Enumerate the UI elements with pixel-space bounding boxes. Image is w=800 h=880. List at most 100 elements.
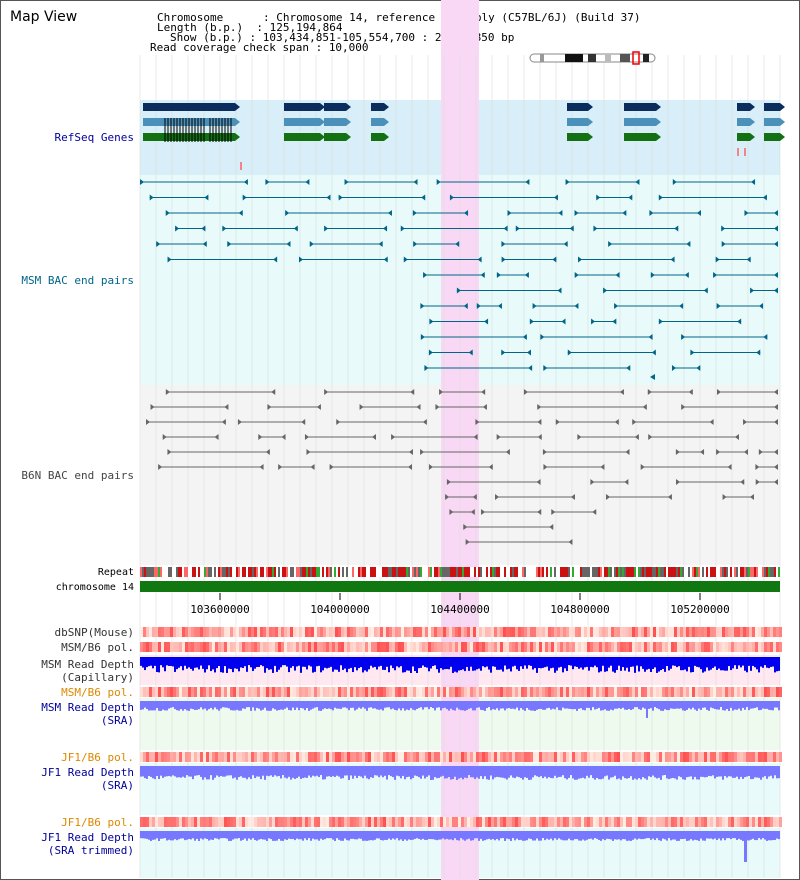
heat-cell bbox=[407, 642, 410, 652]
heat-cell bbox=[728, 642, 731, 652]
heat-cell bbox=[419, 817, 422, 827]
repeat-block bbox=[444, 567, 446, 577]
repeat-block bbox=[334, 567, 336, 577]
depth-bar bbox=[218, 766, 220, 777]
heat-cell bbox=[653, 642, 656, 652]
repeat-block bbox=[286, 567, 288, 577]
heat-cell bbox=[710, 642, 713, 652]
heat-cell bbox=[728, 627, 731, 637]
heat-cell bbox=[527, 642, 530, 652]
heat-cell bbox=[602, 817, 605, 827]
depth-bar bbox=[538, 701, 540, 709]
msm-bac-pair-end bbox=[524, 272, 529, 278]
depth-bar bbox=[274, 831, 276, 841]
heat-cell bbox=[410, 642, 413, 652]
depth-bar bbox=[274, 701, 276, 710]
heat-cell bbox=[776, 752, 779, 762]
heat-cell bbox=[509, 817, 512, 827]
heat-cell bbox=[305, 817, 308, 827]
depth-bar bbox=[404, 831, 406, 840]
depth-bar bbox=[148, 657, 150, 667]
b6n-bac-pair-end bbox=[774, 389, 778, 395]
b6n-bac-pair-end bbox=[722, 494, 727, 500]
heat-cell bbox=[671, 817, 674, 827]
heat-cell bbox=[686, 752, 689, 762]
msm-bac-pair-end bbox=[658, 318, 663, 325]
depth-bar bbox=[280, 766, 282, 779]
depth-bar bbox=[212, 831, 214, 840]
heat-cell bbox=[386, 687, 389, 697]
heat-cell bbox=[530, 752, 533, 762]
depth-bar bbox=[620, 831, 622, 841]
depth-bar bbox=[476, 766, 478, 778]
depth-bar bbox=[360, 766, 362, 777]
heat-cell bbox=[263, 752, 266, 762]
heat-cell bbox=[452, 642, 455, 652]
heat-cell bbox=[719, 752, 722, 762]
depth-bar bbox=[312, 657, 314, 673]
depth-bar bbox=[434, 766, 436, 778]
msm-bac-pair-end bbox=[557, 287, 562, 294]
heat-cell bbox=[209, 642, 212, 652]
heat-cell bbox=[281, 627, 284, 637]
depth-bar bbox=[282, 831, 284, 841]
heat-cell bbox=[713, 687, 716, 697]
heat-cell bbox=[299, 687, 302, 697]
heat-cell bbox=[221, 817, 224, 827]
b6n-bac-pair-end bbox=[675, 449, 680, 455]
msm-bac-pair-end bbox=[679, 303, 684, 309]
depth-bar bbox=[586, 831, 588, 840]
depth-bar bbox=[460, 766, 462, 778]
depth-bar bbox=[238, 657, 240, 672]
heat-cell bbox=[680, 627, 683, 637]
b6n-bac-pair-end bbox=[496, 434, 501, 440]
b6n-bac-pair-end bbox=[774, 419, 778, 425]
depth-bar bbox=[704, 766, 706, 778]
depth-bar bbox=[618, 701, 620, 709]
depth-bar bbox=[342, 766, 344, 779]
depth-bar bbox=[576, 766, 578, 780]
heat-cell bbox=[578, 752, 581, 762]
repeat-block bbox=[212, 567, 214, 577]
depth-bar bbox=[418, 657, 420, 669]
repeat-block bbox=[464, 567, 466, 577]
depth-bar bbox=[432, 657, 434, 667]
heat-cell bbox=[242, 642, 245, 652]
msm-bac-pair-end bbox=[527, 349, 532, 356]
heat-cell bbox=[512, 817, 515, 827]
depth-bar bbox=[190, 657, 192, 669]
depth-bar bbox=[678, 766, 680, 777]
repeat-block bbox=[276, 567, 278, 577]
depth-bar bbox=[532, 657, 534, 670]
depth-bar bbox=[516, 701, 518, 708]
heat-cell bbox=[434, 642, 437, 652]
heat-cell bbox=[323, 642, 326, 652]
heat-cell bbox=[398, 817, 401, 827]
repeat-block bbox=[606, 567, 608, 577]
depth-bar bbox=[736, 831, 738, 840]
heat-cell bbox=[209, 627, 212, 637]
msm-bac-pair-end bbox=[751, 179, 756, 185]
heat-cell bbox=[458, 752, 461, 762]
msm-bac-pair-end bbox=[670, 256, 675, 263]
depth-bar bbox=[370, 766, 372, 778]
repeat-block bbox=[762, 567, 764, 577]
depth-bar bbox=[166, 657, 168, 666]
heat-cell bbox=[737, 687, 740, 697]
msm-bac-pair-end bbox=[763, 334, 768, 340]
heat-cell bbox=[722, 627, 725, 637]
depth-bar bbox=[344, 831, 346, 839]
depth-bar bbox=[246, 701, 248, 708]
depth-bar bbox=[298, 766, 300, 777]
b6n-bac-pair-end bbox=[774, 464, 778, 470]
repeat-block bbox=[460, 567, 462, 577]
depth-bar bbox=[690, 831, 692, 840]
repeat-block bbox=[746, 567, 748, 577]
repeat-block bbox=[150, 567, 152, 577]
repeat-block bbox=[206, 567, 208, 577]
repeat-block bbox=[346, 567, 348, 577]
repeat-block bbox=[336, 567, 338, 577]
heat-cell bbox=[614, 627, 617, 637]
depth-bar bbox=[724, 766, 726, 777]
